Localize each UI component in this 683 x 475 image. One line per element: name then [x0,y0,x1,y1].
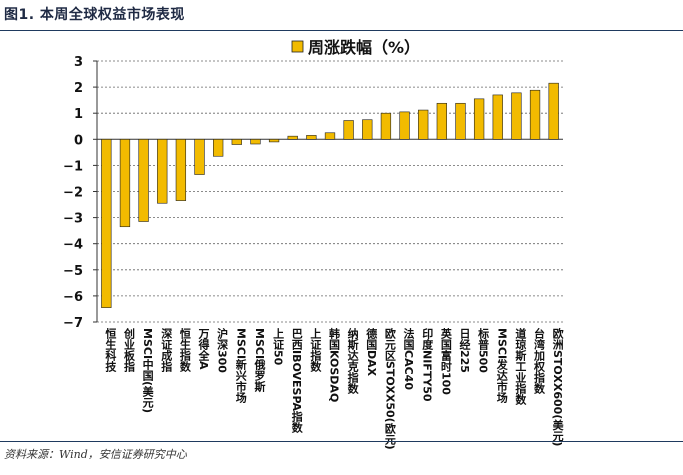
y-tick-label: 2 [74,81,83,96]
category-label: 印度NIFTY50 [421,328,434,402]
bottom-divider [0,441,683,442]
bar [268,139,280,143]
axes: 3 2 1 0 −1 −2 −3 −4 −5 −6 −7 [63,55,563,331]
bar [473,98,485,140]
category-label: 欧洲STOXX600(美元) [551,327,564,447]
legend-swatch [291,40,304,53]
category-labels: 恒生科技 创业板指 MSCI中国(美元) 深证成指 恒生指数 万得全A 沪深300 MSCI新… [104,327,564,450]
bar [138,139,149,222]
bar [418,109,429,140]
category-label: 上证指数 [309,327,322,373]
y-tick-label: −6 [63,290,83,305]
bar [157,139,168,204]
top-divider [0,30,683,31]
category-label: 日经225 [458,328,471,373]
y-tick-label: −2 [63,186,83,201]
bar [548,82,559,140]
category-label: MSCI俄罗斯 [253,328,267,393]
category-label: 欧元区STOXX50(欧元) [383,327,396,450]
bar [306,135,317,140]
category-label: 韩国KOSDAQ [328,327,341,403]
y-tick-label: −4 [63,238,83,253]
bar [101,139,112,308]
y-tick-label: 1 [74,107,83,122]
bar [399,111,410,140]
legend: 周涨跌幅（%） [291,38,420,57]
bar [362,119,373,140]
y-tick-label: −3 [63,212,83,227]
category-label: 恒生科技 [104,327,117,373]
y-tick-label: 3 [74,55,83,70]
bar [175,139,187,201]
bar [287,135,298,140]
category-label: 沪深300 [216,327,229,374]
category-label: 台湾加权指数 [533,327,547,395]
y-tick-label: −1 [63,159,83,174]
category-label: 创业板指 [122,327,136,373]
category-label: 英国富时100 [439,327,453,396]
category-label: MSCI中国(美元) [141,328,154,413]
category-label: 道琼斯工业指数 [514,327,527,406]
category-label: 纳斯达克指数 [346,327,359,395]
source-note: 资料来源：Wind，安信证券研究中心 [4,448,187,461]
category-label: 标普500 [477,327,491,374]
category-label: MSCI发达市场 [495,328,509,404]
bar [231,139,242,145]
category-label: 恒生指数 [178,327,191,373]
bars [101,82,559,308]
category-label: 深证成指 [160,327,173,373]
bar [119,139,131,228]
bar [436,102,447,140]
category-label: 法国CAC40 [402,327,415,391]
bar [343,120,354,140]
category-label: MSCI新兴市场 [234,328,247,404]
bar [380,112,392,140]
category-label: 德国DAX [365,327,379,377]
legend-label: 周涨跌幅（%） [308,38,420,57]
bar [511,92,522,140]
bar [250,139,261,145]
y-tick-label: 0 [74,133,83,148]
category-label: 上证50 [272,327,285,366]
bar [492,94,503,140]
bar [455,102,466,140]
category-label: 万得全A [197,328,211,370]
bar [194,139,205,175]
y-tick-label: −7 [63,316,83,331]
gridlines [97,60,563,323]
bar [324,132,336,140]
bar [529,89,541,140]
y-tick-label: −5 [63,264,83,279]
category-label: 巴西IBOVESPA指数 [290,328,303,434]
figure-title: 图1. 本周全球权益市场表现 [4,7,185,23]
bar [213,139,224,157]
